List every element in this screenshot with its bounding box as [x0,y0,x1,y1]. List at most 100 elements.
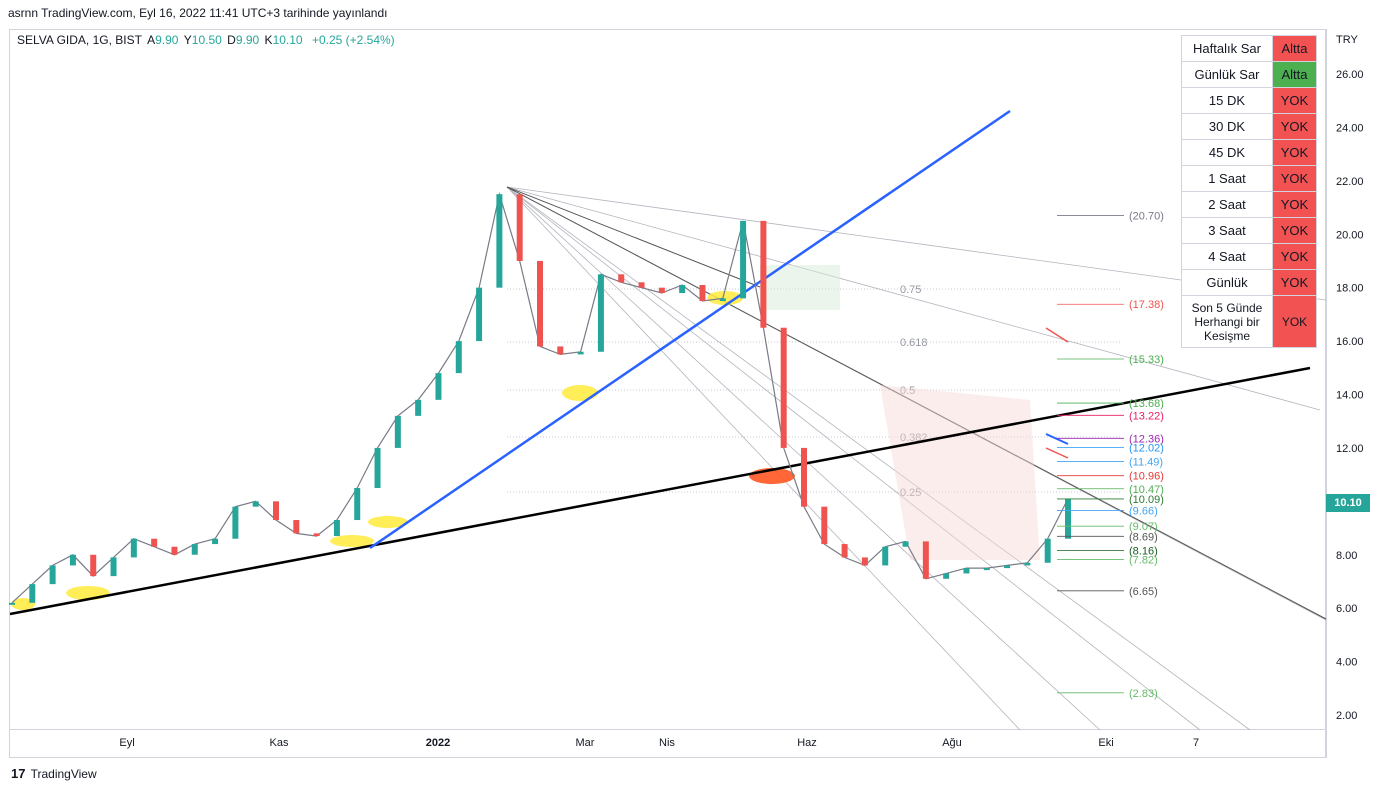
price-candle [1065,498,1071,539]
price-candle [394,415,401,448]
price-candle [658,287,665,294]
price-candle [1044,538,1051,563]
status-row: 1 Saat YOK [1181,165,1317,192]
price-level-label: (20.70) [1129,211,1164,223]
y-tick-label: 14.00 [1336,390,1364,402]
price-candle [882,546,889,566]
status-row: 15 DK YOK [1181,87,1317,114]
price-candle [597,274,604,352]
trend-lines [9,109,1311,616]
price-candle [557,346,564,355]
price-candle [780,327,787,448]
status-label: 4 Saat [1181,243,1273,270]
price-candle [821,506,828,545]
touch-highlight [707,291,743,305]
price-candle [252,501,259,507]
highlight-zones [11,265,1040,610]
price-level-label: (2.83) [1129,688,1158,700]
price-candle [699,284,706,302]
close-value: 10.10 [272,33,303,47]
short-blue-mark [1045,433,1069,445]
status-value: YOK [1272,165,1317,192]
rising-trendline [369,109,1011,550]
price-candle [130,538,137,558]
touch-highlight [330,535,374,547]
price-level-label: (10.96) [1129,471,1164,483]
y-tick-label: 18.00 [1336,283,1364,295]
price-axis[interactable]: 26.00 24.00 22.00 20.00 18.00 16.00 14.00 12.00… [1336,69,1364,722]
price-candle [618,274,625,283]
status-row: 4 Saat YOK [1181,243,1317,270]
price-candle [760,220,767,328]
status-label: Haftalık Sar [1181,35,1273,62]
symbol-name[interactable]: SELVA GIDA, 1G, BIST [17,33,142,47]
y-tick-label: 24.00 [1336,122,1364,134]
y-tick-label: 20.00 [1336,229,1364,241]
high-value: 10.50 [191,33,222,47]
price-candle [9,602,15,605]
short-red-mark [1045,327,1069,343]
price-candle [110,557,117,577]
status-row: 45 DK YOK [1181,139,1317,166]
status-value: YOK [1272,113,1317,140]
change-value: +0.25 (+2.54%) [311,33,395,47]
open-value: 9.90 [155,33,179,47]
support-trendline [9,366,1311,616]
price-candle [90,554,97,577]
status-label: 3 Saat [1181,217,1273,244]
status-row: Günlük Sar Altta [1181,61,1317,88]
price-level-label: (13.22) [1129,410,1164,422]
price-candle [902,541,909,547]
x-tick-label: Eyl [119,737,134,749]
x-tick-label: Eki [1098,737,1113,749]
symbol-legend: SELVA GIDA, 1G, BIST A9.90 Y10.50 D9.90 … [17,33,395,47]
fan-upper-line [506,186,761,288]
fan-line [506,186,1251,731]
price-candle [577,351,584,355]
x-tick-label: 7 [1193,737,1199,749]
status-value: YOK [1272,191,1317,218]
x-tick-label: Haz [797,737,817,749]
fib-ratio-label: 0.25 [900,487,921,499]
status-label: 15 DK [1181,87,1273,114]
price-level-label: (6.65) [1129,586,1158,598]
price-candle [232,506,239,539]
status-value: YOK [1272,217,1317,244]
fan-line [506,186,1321,411]
status-label: 2 Saat [1181,191,1273,218]
price-candle [455,341,462,374]
x-tick-label: Mar [576,737,595,749]
price-candle [171,546,178,555]
y-tick-label: 6.00 [1336,603,1357,615]
x-tick-label: Nis [659,737,675,749]
price-candle [69,554,76,566]
time-axis-divider [9,729,1326,730]
price-candle [293,520,300,534]
price-level-label: (12.02) [1129,442,1164,454]
y-tick-label: 22.00 [1336,176,1364,188]
price-candle [151,538,158,547]
status-row: 2 Saat YOK [1181,191,1317,218]
status-label: Son 5 Günde Herhangi bir Kesişme [1181,295,1273,348]
status-table: Haftalık Sar Altta Günlük Sar Altta 15 DK YOK… [1181,35,1317,348]
tradingview-brand[interactable]: 17 TradingView [11,766,97,781]
price-candle [801,447,807,507]
status-label: Günlük Sar [1181,61,1273,88]
price-axis-divider [1326,29,1327,758]
price-candle [29,584,36,603]
status-row: 30 DK YOK [1181,113,1317,140]
status-label: 30 DK [1181,113,1273,140]
price-candle [191,544,198,555]
price-candle [922,541,929,579]
price-candle [333,520,340,537]
time-axis[interactable]: Eyl Kas 2022 Mar Nis Haz Ağu Eki 7 [119,737,1199,749]
price-candle [313,533,320,537]
status-label: Günlük [1181,269,1273,296]
publish-header: asrnn TradingView.com, Eyl 16, 2022 11:4… [8,6,388,20]
price-level-label: (13.68) [1129,398,1164,410]
price-level-label: (10.09) [1129,494,1164,506]
price-level-label: (11.49) [1129,457,1163,469]
brand-name: TradingView [30,767,97,781]
y-tick-label: 4.00 [1336,657,1357,669]
